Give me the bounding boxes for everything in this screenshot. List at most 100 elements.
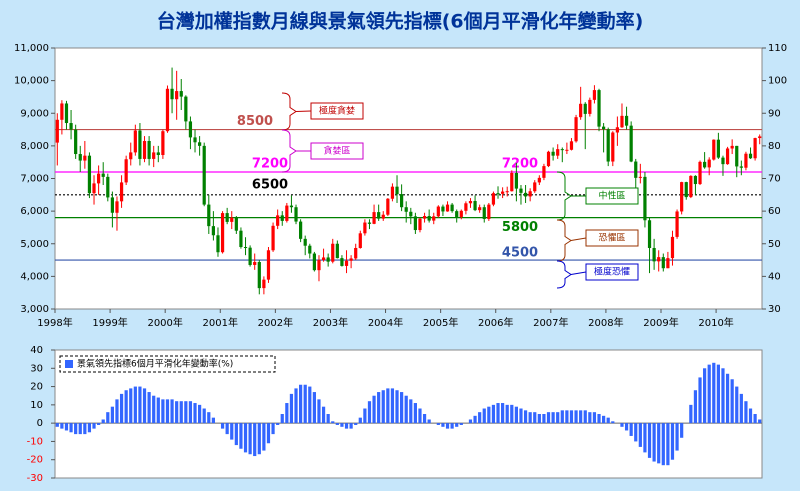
candle-body xyxy=(202,145,206,205)
candle-body xyxy=(119,182,124,202)
plot-area xyxy=(54,47,763,310)
candle-body xyxy=(560,149,564,151)
candle-body xyxy=(78,154,82,161)
candle-body xyxy=(528,191,532,197)
candle-body xyxy=(441,206,445,212)
bar xyxy=(735,386,739,424)
candle-body xyxy=(331,243,335,262)
candle-body xyxy=(276,215,280,226)
bar xyxy=(285,403,289,424)
candle-body xyxy=(482,207,486,219)
bar xyxy=(739,393,743,424)
zone-box xyxy=(585,187,639,205)
bar xyxy=(129,388,133,424)
bar xyxy=(202,408,206,424)
bar xyxy=(551,412,555,424)
bar xyxy=(266,423,271,444)
candle-body xyxy=(253,262,257,265)
bar xyxy=(478,412,482,424)
candle-body xyxy=(106,176,110,198)
candle-body xyxy=(721,157,725,165)
zone-label: 恐懼區 xyxy=(598,232,625,244)
candle-body xyxy=(725,148,730,165)
candle-body xyxy=(69,123,73,130)
bar xyxy=(243,423,248,453)
bar xyxy=(629,423,633,436)
bar xyxy=(101,419,105,424)
candle-body xyxy=(170,88,174,100)
y-tick-label: 10,000 xyxy=(14,76,49,87)
candle-body xyxy=(266,250,271,280)
y2-tick-label: 60 xyxy=(768,206,781,217)
bar xyxy=(459,423,463,425)
candle-body xyxy=(666,258,670,269)
bar xyxy=(744,401,748,424)
candle-body xyxy=(689,175,693,198)
bar xyxy=(528,412,532,424)
bar xyxy=(354,423,358,425)
candle-body xyxy=(386,198,390,215)
candle-body xyxy=(152,152,156,159)
bar xyxy=(331,421,335,424)
bar xyxy=(299,384,303,424)
candle-body xyxy=(335,243,339,259)
bar xyxy=(400,392,404,424)
bar xyxy=(211,417,215,424)
candle-body xyxy=(165,88,170,132)
bar xyxy=(725,373,730,424)
candle-body xyxy=(680,182,684,212)
bar xyxy=(119,393,124,424)
bar xyxy=(179,401,183,424)
bar xyxy=(92,423,96,429)
candle-body xyxy=(179,91,183,97)
candle-body xyxy=(496,193,500,195)
bar xyxy=(234,423,238,446)
candle-body xyxy=(546,151,551,167)
bar xyxy=(533,412,537,424)
x-tick-label: 2001年 xyxy=(203,316,238,329)
bar xyxy=(418,408,422,424)
bar xyxy=(542,414,546,424)
candle-body xyxy=(427,216,431,221)
bar xyxy=(643,423,647,453)
bar xyxy=(60,423,64,429)
zone-box xyxy=(585,263,639,281)
y-tick-label: 40 xyxy=(30,345,43,356)
legend-label: 景氣領先指標6個月平滑化年變動率(%) xyxy=(77,358,233,370)
bar xyxy=(344,423,349,429)
bar xyxy=(611,421,615,424)
bar xyxy=(721,368,725,424)
x-tick-label: 2003年 xyxy=(313,316,348,329)
candle-body xyxy=(271,225,275,251)
bar xyxy=(74,423,78,435)
bar xyxy=(661,423,665,466)
bar xyxy=(142,388,147,424)
bar xyxy=(427,419,431,424)
candle-body xyxy=(262,279,266,289)
chart-title: 台灣加權指數月線與景氣領先指標(6個月平滑化年變動率) xyxy=(157,10,644,33)
bar xyxy=(138,386,142,424)
bar xyxy=(450,423,454,429)
zone-box xyxy=(310,102,364,120)
x-tick-label: 2002年 xyxy=(258,316,293,329)
bar xyxy=(409,399,413,424)
bar xyxy=(321,406,326,424)
y-tick-label: 20 xyxy=(30,382,43,393)
bar xyxy=(501,403,505,424)
x-tick-label: 1999年 xyxy=(92,316,127,329)
bar xyxy=(730,379,734,424)
candle-body xyxy=(280,215,284,221)
candle-body xyxy=(207,204,211,227)
y-tick-label: 5,000 xyxy=(20,239,49,250)
y2-tick-label: 40 xyxy=(768,271,781,282)
bar xyxy=(170,399,174,424)
x-tick-label: 2000年 xyxy=(147,316,182,329)
x-tick-label: 2006年 xyxy=(478,316,513,329)
bar xyxy=(193,403,197,424)
candle-body xyxy=(294,207,298,222)
bar xyxy=(519,408,523,424)
candle-body xyxy=(505,191,509,193)
y2-tick-label: 50 xyxy=(768,239,781,250)
candle-body xyxy=(60,103,64,120)
candle-body xyxy=(473,201,477,211)
